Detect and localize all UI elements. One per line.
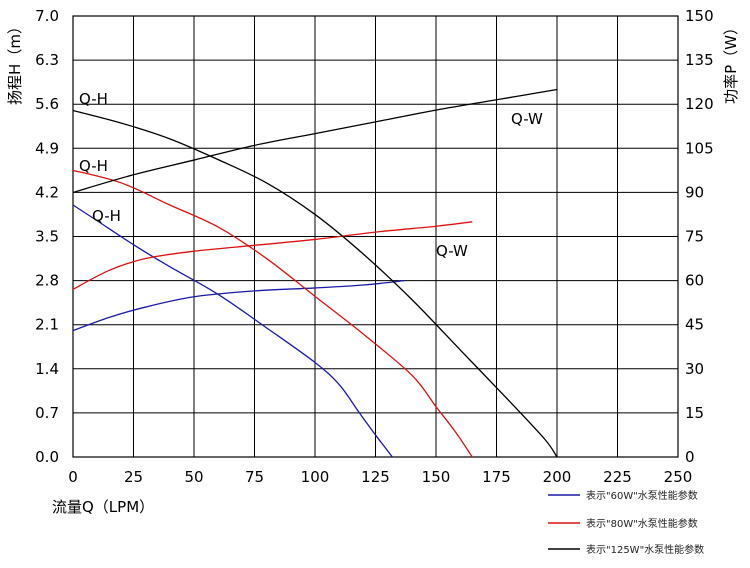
- y-right-tick-label: 105: [685, 139, 714, 157]
- qw-label-80w: Q-W: [436, 242, 468, 260]
- y-right-tick-label: 90: [685, 183, 704, 201]
- grid: [73, 16, 678, 457]
- qh-label-80w: Q-H: [79, 157, 108, 175]
- legend-label-125w: 表示"125W"水泵性能参数: [586, 543, 704, 556]
- y-right-tick-label: 15: [685, 404, 704, 422]
- x-tick-label: 125: [361, 468, 390, 486]
- qh-label-60w: Q-H: [92, 207, 121, 225]
- qh-curve-80w: [72, 169, 473, 458]
- bottom-tick-labels: 0 25 50 75 100 125 150 175 200 225 250: [68, 468, 692, 486]
- legend-label-60w: 表示"60W"水泵性能参数: [586, 489, 698, 502]
- x-tick-label: 200: [543, 468, 572, 486]
- x-tick-label: 225: [603, 468, 632, 486]
- y-right-tick-label: 75: [685, 228, 704, 246]
- x-tick-label: 75: [245, 468, 264, 486]
- x-tick-label: 250: [664, 468, 693, 486]
- y-right-tick-label: 60: [685, 272, 704, 290]
- y-left-tick-label: 5.6: [35, 95, 59, 113]
- y-left-tick-label: 1.4: [35, 360, 59, 378]
- y-right-tick-label: 120: [685, 95, 714, 113]
- y-right-tick-label: 45: [685, 316, 704, 334]
- y-left-tick-label: 0.7: [35, 404, 59, 422]
- y-right-tick-label: 135: [685, 51, 714, 69]
- legend-label-80w: 表示"80W"水泵性能参数: [586, 517, 698, 530]
- right-tick-labels: 0 15 30 45 60 75 90 105 120 135 150: [685, 7, 714, 466]
- y-left-tick-label: 7.0: [35, 7, 59, 25]
- x-tick-label: 50: [184, 468, 203, 486]
- y-left-tick-label: 4.2: [35, 183, 59, 201]
- y-left-axis-title: 扬程H（m）: [6, 19, 24, 105]
- qw-curve-60w: [72, 279, 405, 332]
- y-right-axis-title: 功率P（W）: [722, 20, 740, 104]
- x-tick-label: 175: [482, 468, 511, 486]
- y-left-tick-label: 2.8: [35, 272, 59, 290]
- y-left-tick-label: 6.3: [35, 51, 59, 69]
- y-left-tick-label: 2.1: [35, 316, 59, 334]
- y-left-tick-label: 4.9: [35, 139, 59, 157]
- x-tick-label: 0: [68, 468, 78, 486]
- x-tick-label: 100: [301, 468, 330, 486]
- left-tick-labels: 0.0 0.7 1.4 2.1 2.8 3.5 4.2 4.9 5.6 6.3 7.0: [35, 7, 59, 466]
- qh-label-125w: Q-H: [79, 90, 108, 108]
- qh-curve-60w: [72, 204, 393, 458]
- curves: [72, 88, 558, 458]
- x-tick-label: 25: [124, 468, 143, 486]
- y-right-tick-label: 0: [685, 448, 695, 466]
- y-right-tick-label: 150: [685, 7, 714, 25]
- y-left-tick-label: 0.0: [35, 448, 59, 466]
- curve-annotations: Q-H Q-H Q-H Q-W Q-W: [79, 90, 543, 260]
- plot-frame: [72, 15, 679, 458]
- y-left-tick-label: 3.5: [35, 228, 59, 246]
- qw-curve-80w: [72, 221, 473, 290]
- qh-curve-125w: [72, 109, 558, 458]
- qw-label-125w: Q-W: [511, 110, 543, 128]
- x-axis-title: 流量Q（LPM）: [52, 498, 154, 516]
- x-tick-label: 150: [422, 468, 451, 486]
- qw-curve-125w: [72, 88, 558, 194]
- y-right-tick-label: 30: [685, 360, 704, 378]
